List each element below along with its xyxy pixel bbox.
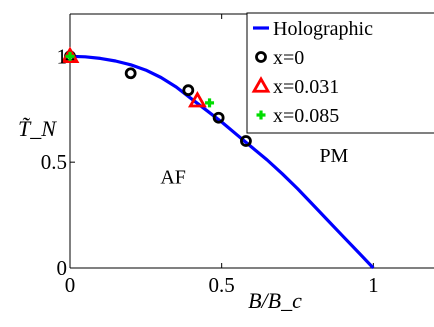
legend-swatch-marker bbox=[255, 51, 267, 63]
x-tick-label: 0 bbox=[65, 273, 76, 297]
x-tick-label: 1 bbox=[368, 273, 379, 297]
data-point bbox=[65, 51, 75, 61]
series-x-0-085 bbox=[65, 51, 215, 108]
legend-entry-label: x=0.085 bbox=[273, 105, 339, 127]
y-tick-label: 0.5 bbox=[41, 150, 67, 174]
x-axis-title: B/B_c bbox=[248, 288, 302, 313]
data-point bbox=[240, 135, 252, 147]
legend-entry-label: x=0 bbox=[273, 47, 304, 69]
data-point bbox=[205, 98, 215, 108]
legend-swatch-marker bbox=[256, 110, 266, 120]
data-point bbox=[212, 111, 225, 124]
y-tick-label: 0 bbox=[57, 256, 68, 280]
data-point bbox=[182, 84, 195, 97]
plot-series bbox=[60, 46, 375, 270]
data-point bbox=[187, 90, 207, 108]
legend-swatch-marker bbox=[251, 76, 271, 93]
region-label: AF bbox=[160, 166, 186, 188]
axis-titles: B/B_c T̃_N bbox=[18, 116, 302, 313]
legend-box bbox=[246, 12, 434, 134]
legend-entry-label: x=0.031 bbox=[273, 76, 339, 98]
region-label: PM bbox=[319, 145, 348, 167]
y-tick-label: 1 bbox=[57, 44, 68, 68]
y-axis-title: T̃_N bbox=[18, 116, 57, 141]
series-x-0 bbox=[64, 50, 252, 147]
tick-labels: 0 0.5 1 0 0.5 1 bbox=[41, 44, 379, 297]
legend-entry-label: Holographic bbox=[273, 18, 373, 40]
region-annotations: AF PM bbox=[160, 145, 348, 188]
x-tick-label: 0.5 bbox=[209, 273, 235, 297]
data-point bbox=[124, 67, 137, 80]
legend: Holographic x=0 x=0.031 x=0.085 bbox=[246, 12, 434, 134]
